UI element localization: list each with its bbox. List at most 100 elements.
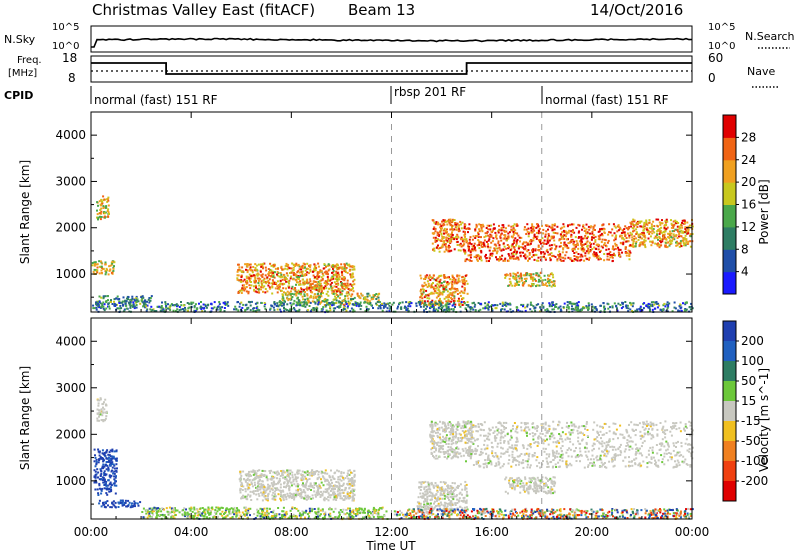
power-cell [270, 264, 273, 267]
power-cell [226, 301, 229, 304]
velocity-cell [236, 507, 238, 510]
power-cell [359, 301, 362, 304]
velocity-cell [322, 517, 324, 519]
power-cell [677, 309, 680, 312]
velocity-cell [195, 508, 198, 510]
power-cell [263, 302, 266, 304]
power-cell [130, 298, 133, 301]
velocity-cell [171, 511, 174, 513]
power-cell [492, 223, 495, 226]
power-cell [345, 267, 348, 269]
power-cell [332, 271, 335, 274]
power-cell [510, 247, 513, 250]
velocity-cell [201, 507, 204, 509]
power-cell [272, 281, 275, 283]
power-cell [625, 237, 628, 239]
power-cell [368, 300, 371, 303]
power-cell [262, 267, 264, 270]
velocity-cell [263, 507, 266, 510]
power-cell [282, 302, 285, 305]
power-cell [667, 303, 670, 306]
power-cell [503, 308, 506, 311]
power-cell [316, 298, 319, 301]
power-cell [105, 307, 108, 310]
power-cell [566, 301, 569, 304]
power-cell [663, 237, 666, 240]
power-cell [439, 226, 442, 229]
power-cell [569, 223, 571, 226]
power-cell [355, 304, 358, 307]
power-cell [321, 310, 324, 313]
velocity-cell [164, 517, 167, 519]
power-cell [670, 219, 672, 222]
power-cell [350, 298, 352, 301]
power-cell [442, 223, 445, 226]
power-cell [335, 270, 338, 273]
velocity-cell [367, 509, 370, 512]
velocity-cell [274, 515, 277, 517]
power-cell [431, 276, 434, 279]
power-cell [285, 280, 288, 283]
power-cell [612, 223, 615, 226]
power-cell [537, 225, 540, 228]
power-cell [451, 226, 453, 229]
power-cell [358, 303, 361, 306]
power-cell [113, 265, 115, 268]
power-cell [538, 230, 540, 233]
power-cell [313, 268, 316, 271]
power-cell [113, 261, 116, 264]
power-cell [499, 258, 502, 261]
power-cell [295, 291, 298, 293]
power-cell [368, 303, 371, 306]
power-cell [555, 245, 558, 248]
power-cell [287, 299, 290, 302]
velocity-cell [313, 508, 316, 510]
power-cell [96, 271, 99, 274]
power-cell [464, 235, 466, 238]
velocity-cell [94, 475, 97, 478]
velocity-cell [105, 484, 108, 487]
power-cell [111, 260, 114, 263]
power-cell [445, 303, 448, 306]
power-cell [486, 224, 489, 227]
power-cell [495, 247, 498, 250]
velocity-cell [101, 414, 104, 417]
power-cell [240, 301, 243, 304]
power-cell [346, 264, 349, 267]
power-cell [576, 242, 579, 245]
velocity-cell [173, 511, 176, 514]
power-cell [606, 253, 609, 255]
power-cell [471, 306, 474, 309]
power-cell [647, 302, 650, 305]
velocity-cell [346, 516, 349, 519]
power-cell [145, 305, 148, 308]
power-cell [350, 299, 353, 302]
power-cell [451, 287, 454, 290]
power-cell [507, 310, 510, 313]
power-cell [615, 305, 618, 308]
power-cell [98, 295, 101, 298]
power-cell [224, 301, 227, 304]
power-cell [93, 263, 96, 266]
power-cell [424, 276, 427, 279]
power-cell [260, 286, 263, 289]
power-cell [567, 238, 569, 241]
power-cell [424, 307, 427, 310]
velocity-cell [152, 507, 155, 510]
power-cell [517, 283, 520, 286]
power-cell [271, 292, 274, 295]
power-cell [444, 287, 446, 290]
power-cell [346, 286, 349, 289]
power-cell [445, 276, 447, 279]
power-cell [317, 303, 320, 306]
power-cell [639, 307, 642, 310]
velocity-cell [100, 492, 103, 495]
power-cell [249, 277, 252, 280]
velocity-cell [108, 456, 110, 459]
power-cell [304, 269, 307, 272]
power-cell [505, 247, 508, 250]
power-cell [296, 271, 299, 274]
power-cell [244, 304, 247, 307]
power-cell [200, 308, 203, 311]
velocity-cell [288, 489, 291, 492]
